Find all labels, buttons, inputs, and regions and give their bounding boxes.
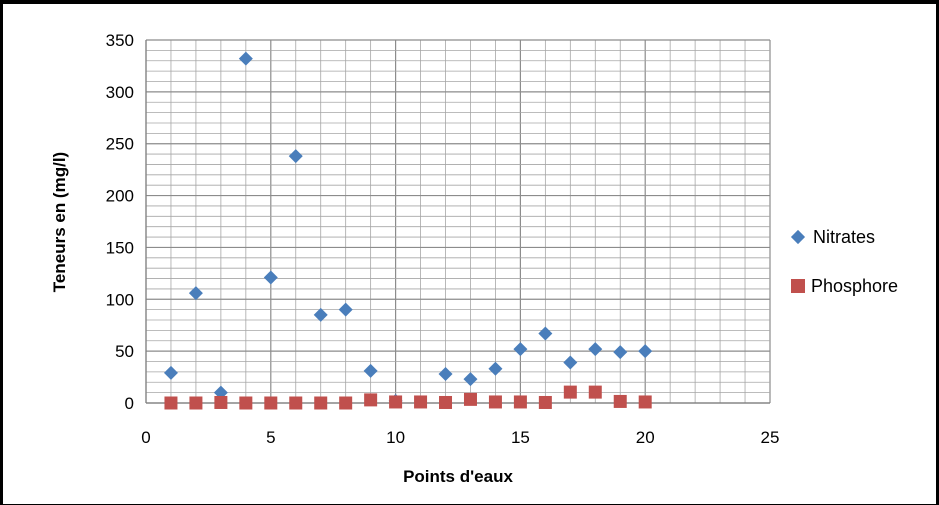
data-point-phosphore (189, 396, 203, 410)
data-point-nitrates (538, 326, 553, 341)
grid (145, 39, 771, 404)
legend: Nitrates Phosphore (787, 222, 937, 320)
x-tick-label: 10 (386, 428, 405, 447)
x-tick-label: 5 (266, 428, 275, 447)
data-point-nitrates (163, 365, 178, 380)
data-point-phosphore (439, 395, 453, 409)
x-tick-label: 15 (511, 428, 530, 447)
data-point-nitrates (488, 361, 503, 376)
legend-label-nitrates: Nitrates (813, 226, 876, 247)
data-points (163, 51, 653, 410)
legend-label-phosphore: Phosphore (811, 275, 899, 296)
data-point-phosphore (164, 396, 178, 410)
y-tick-label: 50 (115, 342, 134, 361)
data-point-phosphore (364, 393, 378, 407)
data-point-phosphore (588, 385, 602, 399)
data-point-phosphore (339, 396, 353, 410)
data-point-phosphore (563, 385, 577, 399)
data-point-nitrates (313, 307, 328, 322)
x-tick-label: 25 (761, 428, 780, 447)
data-point-nitrates (338, 302, 353, 317)
y-axis-title: Teneurs en (mg/l) (50, 152, 69, 292)
data-point-phosphore (513, 395, 527, 409)
legend-item-phosphore: Phosphore (787, 271, 937, 301)
square-marker-icon (791, 279, 805, 293)
data-point-nitrates (188, 286, 203, 301)
data-point-nitrates (563, 355, 578, 370)
y-tick-label: 200 (106, 187, 134, 206)
data-point-phosphore (389, 395, 403, 409)
y-axis-ticks: 0 50 100 150 200 250 300 350 (106, 31, 134, 413)
x-tick-label: 0 (141, 428, 150, 447)
y-tick-label: 350 (106, 31, 134, 50)
y-tick-label: 150 (106, 238, 134, 257)
y-tick-label: 250 (106, 135, 134, 154)
data-point-phosphore (264, 396, 278, 410)
data-point-nitrates (638, 344, 653, 359)
data-point-nitrates (463, 372, 478, 387)
y-tick-label: 100 (106, 290, 134, 309)
x-axis-ticks: 0 5 10 15 20 25 (141, 428, 779, 447)
data-point-phosphore (289, 396, 303, 410)
data-point-phosphore (488, 395, 502, 409)
data-point-phosphore (613, 394, 627, 408)
data-point-phosphore (463, 392, 477, 406)
data-point-nitrates (438, 366, 453, 381)
diamond-marker-icon (790, 229, 806, 245)
data-point-nitrates (238, 51, 253, 66)
x-axis-title: Points d'eaux (403, 467, 513, 486)
data-point-nitrates (513, 342, 528, 357)
data-point-phosphore (638, 395, 652, 409)
x-tick-label: 20 (636, 428, 655, 447)
data-point-phosphore (414, 395, 428, 409)
data-point-phosphore (214, 395, 228, 409)
data-point-nitrates (288, 149, 303, 164)
data-point-nitrates (263, 270, 278, 285)
legend-item-nitrates: Nitrates (787, 222, 937, 252)
data-point-phosphore (538, 395, 552, 409)
y-tick-label: 0 (125, 394, 134, 413)
data-point-nitrates (588, 342, 603, 357)
data-point-nitrates (613, 345, 628, 360)
data-point-phosphore (239, 396, 253, 410)
data-point-phosphore (314, 396, 328, 410)
data-point-nitrates (363, 363, 378, 378)
y-tick-label: 300 (106, 83, 134, 102)
